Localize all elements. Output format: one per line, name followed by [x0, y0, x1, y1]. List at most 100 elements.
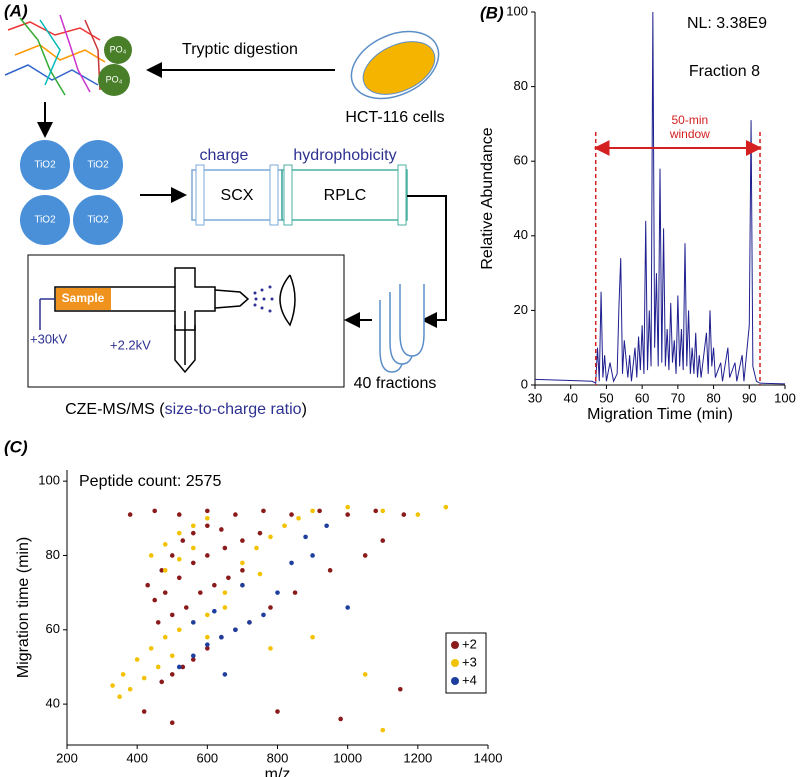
point [219, 634, 224, 640]
point [127, 686, 133, 692]
x-tick-label: 1200 [403, 750, 432, 765]
point [345, 504, 350, 510]
point [233, 512, 238, 517]
point [380, 727, 386, 733]
legend-swatch [451, 659, 459, 667]
point [240, 568, 245, 573]
y-axis-label: Migration time (min) [15, 537, 32, 678]
annotation: Fraction 8 [689, 63, 760, 80]
point [324, 523, 329, 529]
point [191, 653, 196, 659]
phospho-group [104, 36, 132, 64]
annotation: NL: 3.38E9 [687, 15, 767, 32]
phospho-label: PO₄ [106, 74, 123, 84]
x-tick-label: 1000 [333, 750, 362, 765]
point [205, 553, 210, 558]
point [345, 605, 350, 610]
x-tick-label: 30 [528, 390, 542, 405]
point [148, 553, 154, 558]
point [292, 590, 298, 595]
y-tick-label: 100 [506, 3, 528, 18]
bead-label: TiO2 [34, 160, 56, 171]
point [180, 664, 186, 670]
fraction-tubes [379, 284, 425, 373]
point [180, 538, 186, 543]
bead-label: TiO2 [34, 215, 56, 226]
legend-swatch [451, 677, 459, 685]
point [415, 512, 421, 517]
point [289, 560, 294, 566]
annotation: window [669, 127, 710, 141]
point [205, 612, 210, 618]
point [191, 530, 196, 536]
point [219, 527, 224, 532]
point [205, 642, 210, 647]
point [176, 556, 182, 562]
point [247, 620, 252, 625]
trace [534, 11, 786, 385]
sample-plug [56, 288, 111, 310]
x-tick-label: 50 [599, 390, 613, 405]
point [162, 590, 168, 595]
point [222, 590, 228, 595]
point [162, 568, 168, 573]
point [317, 508, 322, 514]
voltage-label: +2.2kV [110, 337, 151, 352]
point [110, 683, 115, 688]
phospho-group [98, 64, 130, 96]
point [338, 716, 343, 722]
point [268, 646, 273, 651]
x-tick-label: 100 [774, 390, 796, 405]
bead-label: TiO2 [87, 160, 109, 171]
point [176, 512, 182, 517]
panel-label: (C) [4, 437, 28, 456]
point [275, 709, 280, 714]
x-tick-label: 40 [563, 390, 577, 405]
point [443, 504, 449, 510]
point [169, 612, 175, 618]
point [176, 575, 182, 581]
x-tick-label: 400 [126, 750, 148, 765]
point [397, 686, 403, 692]
point [134, 657, 140, 662]
point [152, 508, 158, 514]
scx-label: SCX [221, 187, 254, 204]
cze-setup [39, 267, 296, 374]
panel-label: (B) [480, 3, 504, 22]
legend-swatch [451, 641, 459, 649]
point [205, 516, 210, 521]
tio2-beads [20, 140, 123, 245]
cells [362, 41, 436, 95]
point [191, 620, 196, 625]
x-tick-label: 90 [742, 390, 756, 405]
point [141, 675, 147, 681]
charge-label: charge [200, 147, 249, 164]
cells-label: HCT-116 cells [345, 109, 444, 126]
point [268, 605, 273, 610]
point [183, 605, 189, 610]
y-tick-label: 60 [514, 153, 528, 168]
point [257, 530, 263, 536]
point [155, 620, 161, 625]
legend-label: +3 [462, 654, 477, 669]
point [127, 512, 133, 517]
point [191, 560, 196, 566]
point [141, 709, 147, 714]
point [303, 534, 308, 540]
point [257, 571, 263, 577]
y-tick-label: 0 [521, 376, 528, 391]
point [268, 534, 273, 540]
point [327, 568, 333, 573]
spray [253, 285, 274, 313]
caption-separation: size-to-charge ratio [165, 401, 302, 418]
point [169, 653, 175, 659]
cze-box [27, 254, 345, 388]
y-axis-label: Relative Abundance [479, 127, 496, 269]
point [152, 597, 158, 603]
point [169, 672, 175, 677]
rplc-label: RPLC [324, 187, 367, 204]
point [155, 664, 161, 670]
point [222, 672, 228, 677]
point [176, 530, 182, 536]
phospho-label: PO₄ [110, 44, 127, 54]
